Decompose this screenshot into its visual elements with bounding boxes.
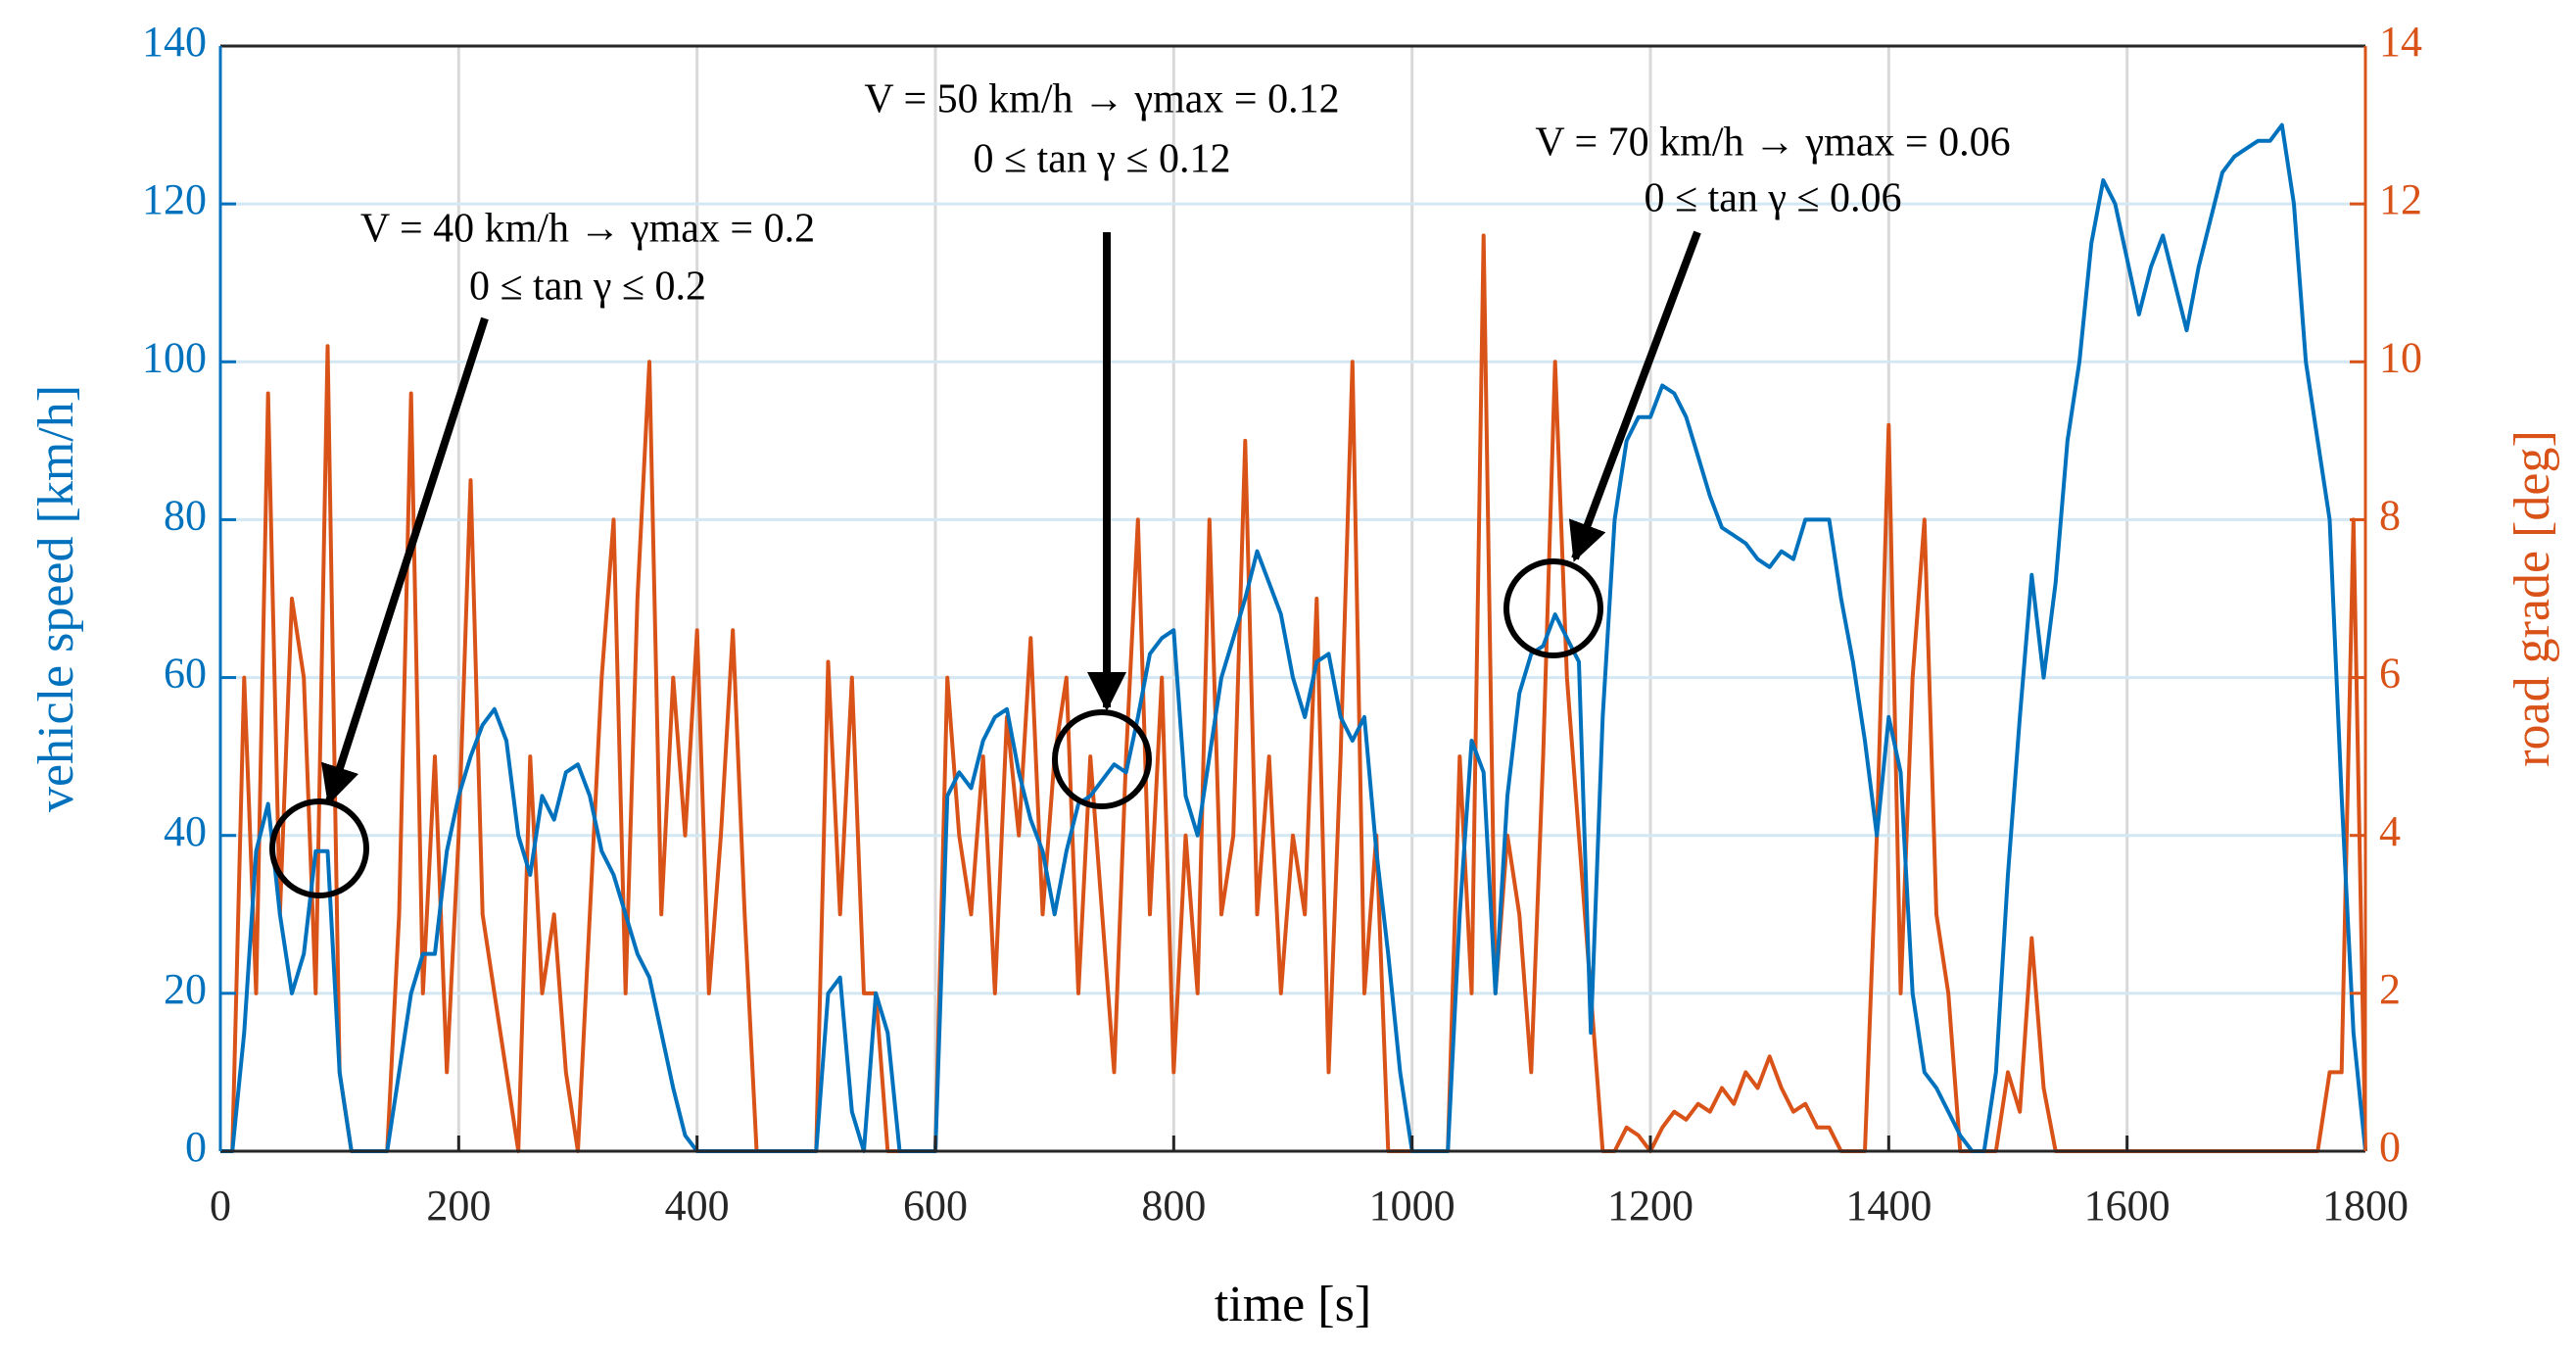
annotation: V = 70 km/h → γmax = 0.06 0 ≤ tan γ ≤ 0.… <box>1503 121 2011 658</box>
annotation: V = 50 km/h → γmax = 0.12 0 ≤ tan γ ≤ 0.… <box>864 77 1340 809</box>
annotation-text: V = 70 km/h → γmax = 0.06 <box>1535 121 2010 166</box>
x-tick-label: 1000 <box>1369 1182 1455 1230</box>
annotation-arrow <box>321 316 489 805</box>
data-line <box>220 122 2367 1153</box>
y2-tick-label: 4 <box>2379 807 2401 855</box>
annotation-text: 0 ≤ tan γ ≤ 0.12 <box>974 137 1231 182</box>
y2-tick-label: 14 <box>2379 18 2422 66</box>
y-tick-label: 60 <box>164 650 207 698</box>
y2-tick-label: 6 <box>2379 650 2401 698</box>
y-axis-label: vehicle speed [km/h] <box>28 385 84 812</box>
y-tick-label: 100 <box>142 333 207 381</box>
data-line <box>220 233 2367 1153</box>
y-tick-label: 20 <box>164 965 207 1013</box>
y-tick-label: 80 <box>164 492 207 540</box>
y2-axis-label: road grade [deg] <box>2504 430 2560 767</box>
x-tick-label: 600 <box>903 1182 968 1230</box>
annotation-circle <box>1052 709 1152 809</box>
y-tick-label: 140 <box>142 18 207 66</box>
y2-tick-label: 8 <box>2379 492 2401 540</box>
x-axis-label: time [s] <box>1215 1277 1371 1332</box>
annotation-text: V = 50 km/h → γmax = 0.12 <box>864 77 1339 122</box>
x-tick-label: 1600 <box>2084 1182 2171 1230</box>
x-tick-label: 0 <box>210 1182 231 1230</box>
x-tick-label: 200 <box>426 1182 491 1230</box>
y-tick-label: 0 <box>185 1123 207 1171</box>
x-tick-label: 400 <box>665 1182 730 1230</box>
x-tick-label: 800 <box>1141 1182 1206 1230</box>
annotation-text: V = 40 km/h → γmax = 0.2 <box>360 207 815 252</box>
x-tick-label: 1800 <box>2322 1182 2409 1230</box>
axes: 0 200 400 600 800 1000 1200 1400 1600 18000204060… <box>142 18 2422 1230</box>
x-tick-label: 1400 <box>1845 1182 1932 1230</box>
annotation-text: 0 ≤ tan γ ≤ 0.06 <box>1645 176 1902 221</box>
annotation-arrow <box>1568 230 1701 562</box>
annotation-circle <box>269 798 369 898</box>
annotation-text: 0 ≤ tan γ ≤ 0.2 <box>469 265 706 310</box>
y2-tick-label: 10 <box>2379 333 2422 381</box>
y2-tick-label: 2 <box>2379 965 2401 1013</box>
annotation: V = 40 km/h → γmax = 0.2 0 ≤ tan γ ≤ 0.2 <box>269 207 815 898</box>
y-tick-label: 120 <box>142 175 207 223</box>
annotation-circle <box>1503 558 1603 658</box>
x-tick-label: 1200 <box>1607 1182 1693 1230</box>
y2-tick-label: 12 <box>2379 175 2422 223</box>
y-tick-label: 40 <box>164 807 207 855</box>
y2-tick-label: 0 <box>2379 1123 2401 1171</box>
